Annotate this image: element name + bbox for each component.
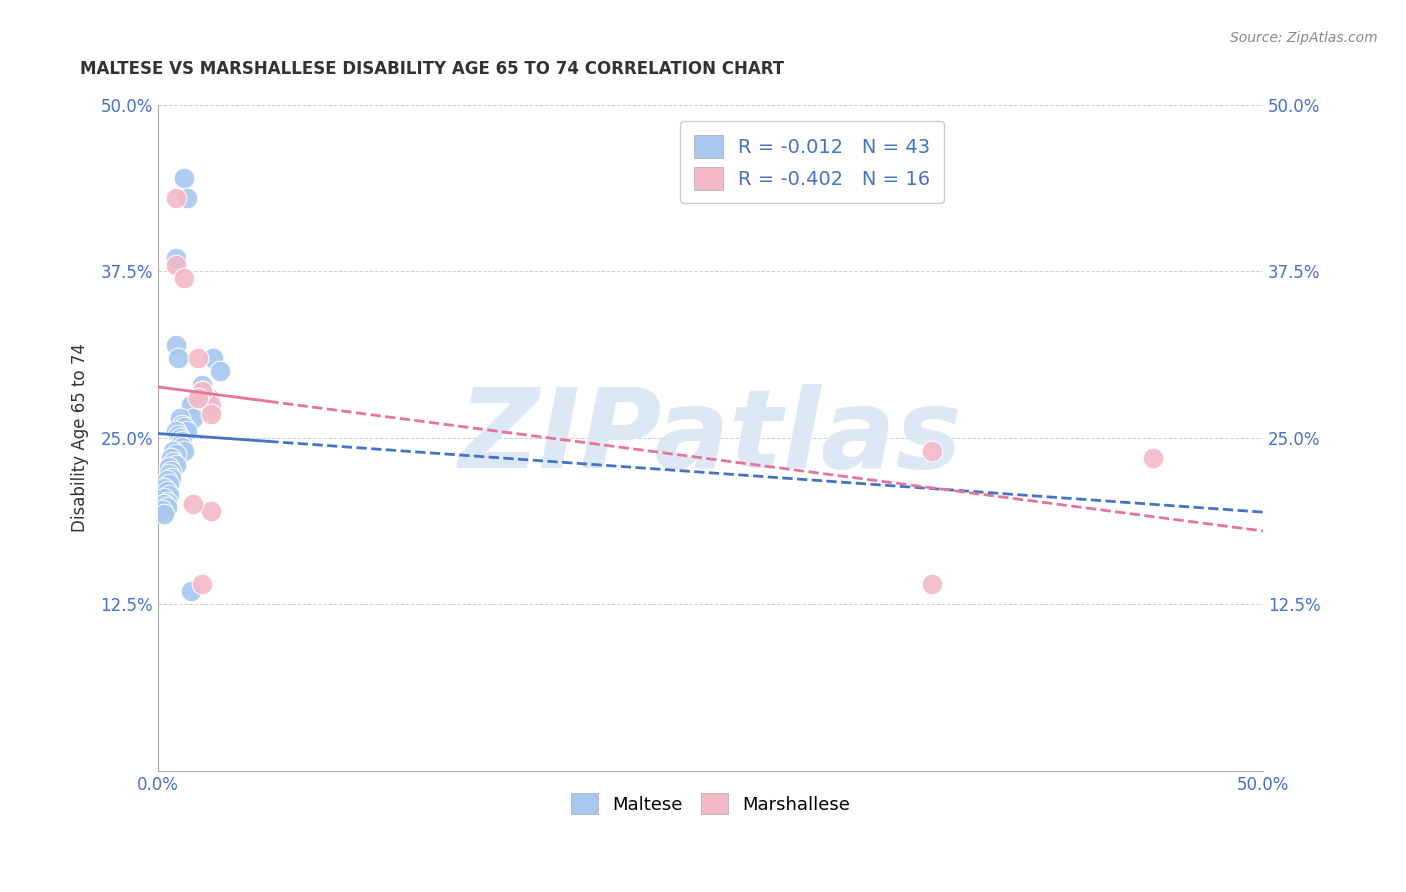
Point	[172, 434, 194, 448]
Point	[172, 440, 194, 454]
Point	[150, 502, 173, 516]
Point	[165, 424, 187, 438]
Point	[153, 491, 176, 505]
Point	[160, 464, 183, 478]
Point	[181, 411, 204, 425]
Point	[200, 407, 222, 421]
Y-axis label: Disability Age 65 to 74: Disability Age 65 to 74	[72, 343, 89, 533]
Point	[153, 498, 176, 512]
Point	[153, 482, 176, 496]
Point	[180, 398, 202, 412]
Text: Source: ZipAtlas.com: Source: ZipAtlas.com	[1230, 31, 1378, 45]
Point	[169, 411, 191, 425]
Text: MALTESE VS MARSHALLESE DISABILITY AGE 65 TO 74 CORRELATION CHART: MALTESE VS MARSHALLESE DISABILITY AGE 65…	[80, 61, 785, 78]
Point	[165, 337, 187, 351]
Point	[173, 271, 195, 285]
Point	[921, 444, 943, 458]
Point	[202, 351, 225, 365]
Legend: Maltese, Marshallese: Maltese, Marshallese	[564, 786, 858, 822]
Point	[165, 458, 187, 472]
Point	[1142, 450, 1164, 465]
Text: ZIPatlas: ZIPatlas	[458, 384, 962, 491]
Point	[160, 450, 183, 465]
Point	[165, 258, 187, 272]
Point	[187, 391, 209, 405]
Point	[165, 251, 187, 265]
Point	[181, 498, 204, 512]
Point	[180, 584, 202, 599]
Point	[173, 444, 195, 458]
Point	[157, 467, 180, 481]
Point	[200, 398, 222, 412]
Point	[169, 431, 191, 445]
Point	[173, 171, 195, 186]
Point	[156, 500, 179, 515]
Point	[156, 484, 179, 499]
Point	[208, 364, 231, 378]
Point	[157, 488, 180, 502]
Point	[160, 471, 183, 485]
Point	[156, 495, 179, 509]
Point	[191, 377, 214, 392]
Point	[169, 437, 191, 451]
Point	[166, 428, 188, 442]
Point	[921, 577, 943, 591]
Point	[195, 391, 218, 405]
Point	[172, 417, 194, 432]
Point	[162, 455, 184, 469]
Point	[176, 424, 198, 438]
Point	[191, 577, 214, 591]
Point	[157, 460, 180, 475]
Point	[166, 351, 188, 365]
Point	[156, 474, 179, 488]
Point	[153, 507, 176, 521]
Point	[191, 384, 214, 399]
Point	[176, 191, 198, 205]
Point	[165, 191, 187, 205]
Point	[200, 504, 222, 518]
Point	[197, 391, 219, 405]
Point	[191, 384, 214, 399]
Point	[162, 444, 184, 458]
Point	[157, 477, 180, 491]
Point	[165, 447, 187, 461]
Point	[187, 351, 209, 365]
Point	[173, 420, 195, 434]
